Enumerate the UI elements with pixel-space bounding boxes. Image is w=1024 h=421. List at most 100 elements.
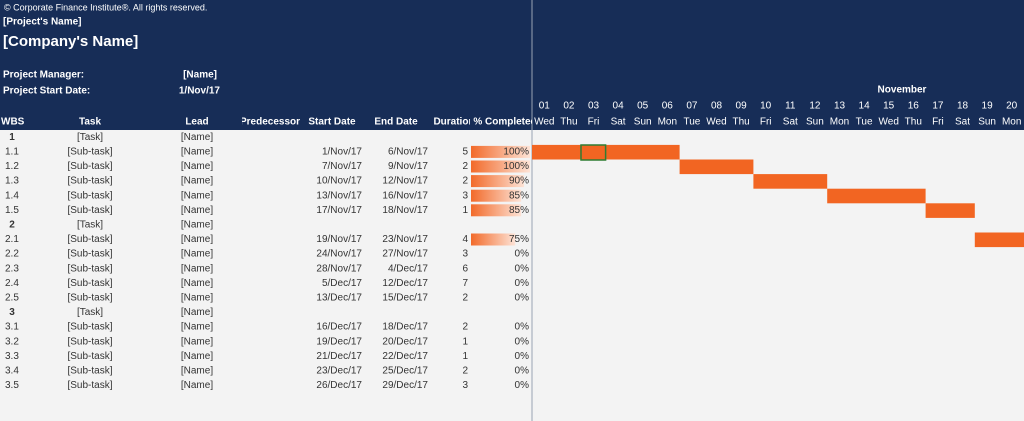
lead: [Name] bbox=[181, 220, 213, 231]
percent-complete: 100% bbox=[503, 161, 529, 172]
duration: 5 bbox=[462, 147, 468, 158]
day-number: 10 bbox=[760, 101, 772, 112]
wbs: 3.4 bbox=[5, 366, 19, 377]
start-date: 1/Nov/17 bbox=[322, 147, 362, 158]
duration: 1 bbox=[462, 336, 468, 347]
end-date: 9/Nov/17 bbox=[388, 161, 428, 172]
duration: 3 bbox=[462, 249, 468, 260]
percent-complete: 0% bbox=[515, 336, 530, 347]
weekday: Sun bbox=[978, 117, 996, 128]
day-number: 05 bbox=[637, 101, 649, 112]
day-number: 20 bbox=[1006, 101, 1018, 112]
duration: 1 bbox=[462, 205, 468, 216]
lead: [Name] bbox=[181, 147, 213, 158]
progress-bar bbox=[471, 204, 522, 217]
duration: 6 bbox=[462, 263, 468, 274]
weekday: Thu bbox=[560, 117, 577, 128]
start-date: 26/Dec/17 bbox=[316, 380, 362, 391]
company-name: [Company's Name] bbox=[3, 33, 138, 50]
task: [Sub-task] bbox=[67, 278, 112, 289]
duration: 2 bbox=[462, 161, 468, 172]
wbs: 3.2 bbox=[5, 336, 19, 347]
weekday: Fri bbox=[588, 117, 600, 128]
percent-complete: 0% bbox=[515, 249, 530, 260]
percent-complete: 0% bbox=[515, 322, 530, 333]
task: [Task] bbox=[77, 307, 103, 318]
lead: [Name] bbox=[181, 176, 213, 187]
task: [Sub-task] bbox=[67, 263, 112, 274]
weekday: Thu bbox=[732, 117, 749, 128]
duration: 3 bbox=[462, 190, 468, 201]
weekday: Thu bbox=[905, 117, 922, 128]
weekday: Tue bbox=[856, 117, 873, 128]
gantt-bar bbox=[925, 203, 975, 218]
wbs: 1.3 bbox=[5, 176, 19, 187]
day-number: 19 bbox=[982, 101, 994, 112]
day-number: 12 bbox=[809, 101, 821, 112]
lead: [Name] bbox=[181, 234, 213, 245]
progress-bar bbox=[471, 189, 522, 202]
day-number: 04 bbox=[613, 101, 625, 112]
lead: [Name] bbox=[181, 278, 213, 289]
day-number: 07 bbox=[686, 101, 698, 112]
selected-cell bbox=[580, 144, 607, 161]
duration: 2 bbox=[462, 176, 468, 187]
task: [Task] bbox=[77, 132, 103, 143]
column-header: Lead bbox=[185, 117, 208, 128]
duration: 3 bbox=[462, 380, 468, 391]
column-header: % Completed bbox=[473, 117, 536, 128]
weekday: Mon bbox=[830, 117, 849, 128]
gantt-bar bbox=[974, 232, 1024, 248]
lead: [Name] bbox=[181, 336, 213, 347]
lead: [Name] bbox=[181, 190, 213, 201]
percent-complete: 0% bbox=[515, 351, 530, 362]
column-header: Task bbox=[79, 117, 101, 128]
progress-bar bbox=[471, 145, 530, 158]
column-header: Start Date bbox=[308, 117, 356, 128]
task: [Sub-task] bbox=[67, 322, 112, 333]
percent-complete: 85% bbox=[509, 205, 529, 216]
day-number: 08 bbox=[711, 101, 723, 112]
lead: [Name] bbox=[181, 249, 213, 260]
percent-complete: 100% bbox=[503, 147, 529, 158]
percent-complete: 0% bbox=[515, 366, 530, 377]
weekday: Wed bbox=[706, 117, 726, 128]
weekday: Mon bbox=[658, 117, 677, 128]
duration: 2 bbox=[462, 366, 468, 377]
lead: [Name] bbox=[181, 132, 213, 143]
start-date: 19/Dec/17 bbox=[316, 336, 362, 347]
task: [Sub-task] bbox=[67, 176, 112, 187]
progress-bar bbox=[471, 175, 525, 188]
day-number: 11 bbox=[785, 101, 796, 112]
lead: [Name] bbox=[181, 366, 213, 377]
progress-bar bbox=[471, 233, 516, 246]
lead: [Name] bbox=[181, 205, 213, 216]
end-date: 12/Dec/17 bbox=[382, 278, 428, 289]
weekday: Wed bbox=[879, 117, 899, 128]
percent-complete: 0% bbox=[515, 380, 530, 391]
task: [Sub-task] bbox=[67, 380, 112, 391]
wbs: 3 bbox=[9, 307, 15, 318]
end-date: 18/Nov/17 bbox=[382, 205, 428, 216]
wbs: 2.3 bbox=[5, 263, 19, 274]
task: [Sub-task] bbox=[67, 366, 112, 377]
project-start: 1/Nov/17 bbox=[179, 86, 221, 97]
wbs: 1.4 bbox=[5, 190, 19, 201]
start-date: 21/Dec/17 bbox=[316, 351, 362, 362]
wbs: 1 bbox=[9, 132, 15, 143]
end-date: 16/Nov/17 bbox=[382, 190, 428, 201]
day-number: 13 bbox=[834, 101, 846, 112]
task: [Sub-task] bbox=[67, 205, 112, 216]
copyright: © Corporate Finance Institute®. All righ… bbox=[4, 2, 207, 12]
end-date: 27/Nov/17 bbox=[382, 249, 428, 260]
start-date: 7/Nov/17 bbox=[322, 161, 362, 172]
column-header: WBS bbox=[1, 117, 25, 128]
day-number: 06 bbox=[662, 101, 674, 112]
lead: [Name] bbox=[181, 322, 213, 333]
task: [Sub-task] bbox=[67, 190, 112, 201]
start-date: 23/Dec/17 bbox=[316, 366, 362, 377]
wbs: 1.2 bbox=[5, 161, 19, 172]
percent-complete: 0% bbox=[515, 278, 530, 289]
lead: [Name] bbox=[181, 351, 213, 362]
